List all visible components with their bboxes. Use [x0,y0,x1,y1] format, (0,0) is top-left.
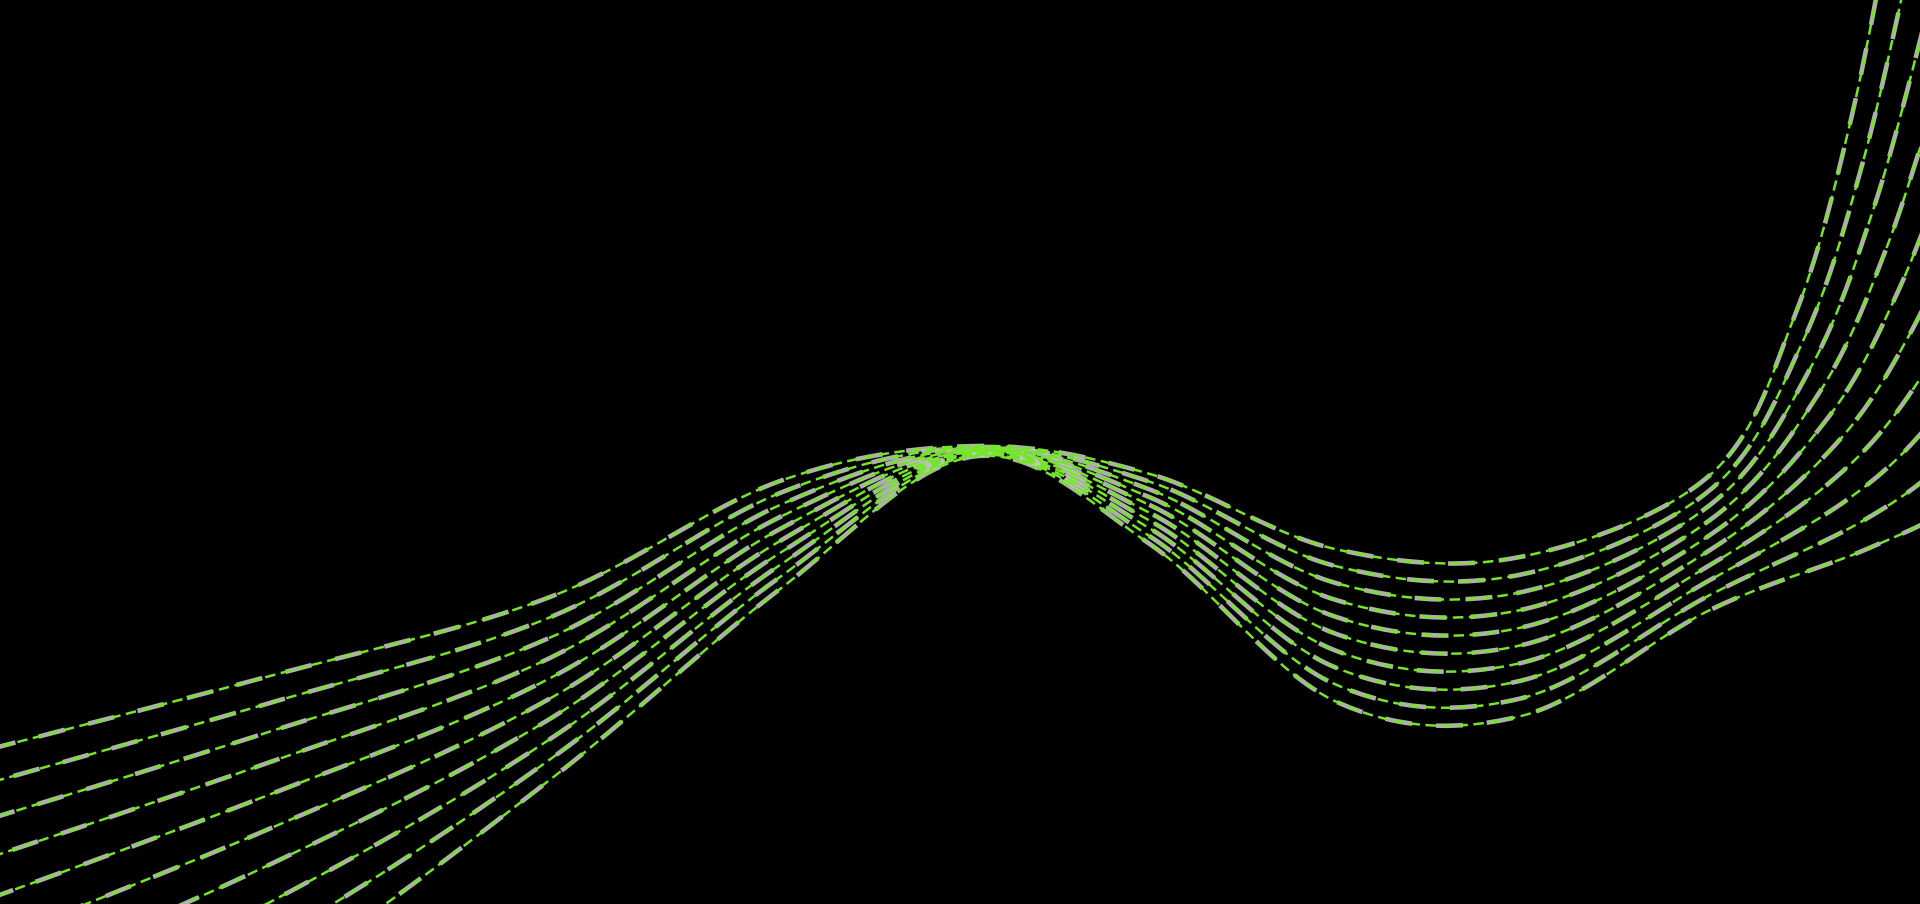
wave-line-green [180,376,1920,904]
wave-line-green [0,0,1878,748]
wave-line-gray [0,0,1904,783]
wave-line-green [263,432,1920,904]
wave-line-green [330,453,1920,904]
wave-line-gray [79,309,1920,904]
wave-line-gray [381,453,1920,904]
wave-line-green [0,35,1920,818]
wave-line-green [0,143,1920,856]
wave-line-gray [178,374,1920,904]
wave-line-gray [0,140,1920,857]
wave-line-gray [0,0,1879,749]
wave-line-green [383,454,1920,904]
wave-line-green [82,311,1920,904]
wave-line-gray [0,31,1920,819]
wave-line-green [0,0,1903,782]
wave-line-gray [261,431,1920,904]
wave-line-green [0,235,1920,897]
